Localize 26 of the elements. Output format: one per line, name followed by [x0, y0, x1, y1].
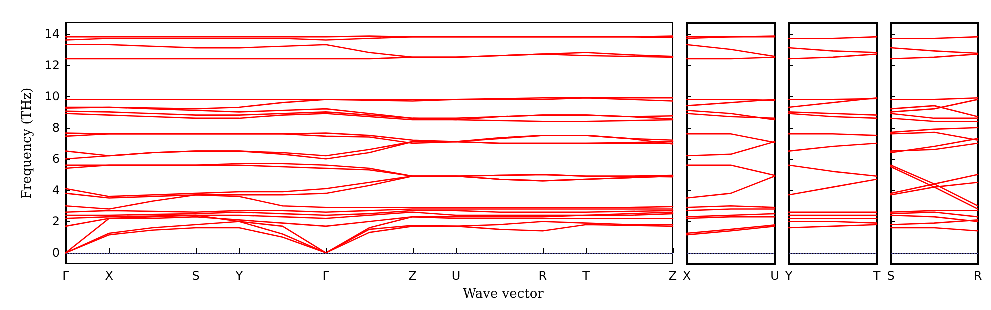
x-tick-label: Y [234, 269, 244, 283]
y-tick-label: 0 [52, 246, 60, 260]
x-tick-label: X [682, 269, 692, 283]
x-tick-label: X [105, 269, 114, 283]
y-tick-label: 4 [52, 183, 60, 198]
x-tick-label: Y [784, 269, 794, 283]
y-tick-label: 10 [44, 90, 60, 104]
x-tick-label: Z [408, 269, 417, 283]
x-tick-label: U [452, 269, 461, 283]
x-tick-label: R [974, 269, 982, 283]
y-axis-title: Frequency (THz) [20, 88, 35, 200]
x-axis-title: Wave vector [463, 287, 545, 302]
y-tick-label: 12 [44, 58, 60, 72]
x-tick-label: R [538, 269, 548, 283]
x-tick-label: U [770, 269, 780, 283]
x-tick-label: Z [668, 269, 678, 283]
x-tick-label: T [872, 269, 882, 283]
y-tick-label: 14 [44, 26, 60, 41]
y-tick-label: 2 [52, 214, 60, 229]
y-tick-label: 8 [52, 120, 60, 135]
y-tick-label: 6 [52, 152, 60, 166]
x-tick-label: S [887, 269, 895, 283]
x-tick-label: Γ [62, 269, 70, 283]
x-tick-label: T [582, 269, 591, 283]
x-tick-label: S [192, 269, 200, 283]
x-tick-label: Γ [322, 269, 330, 283]
